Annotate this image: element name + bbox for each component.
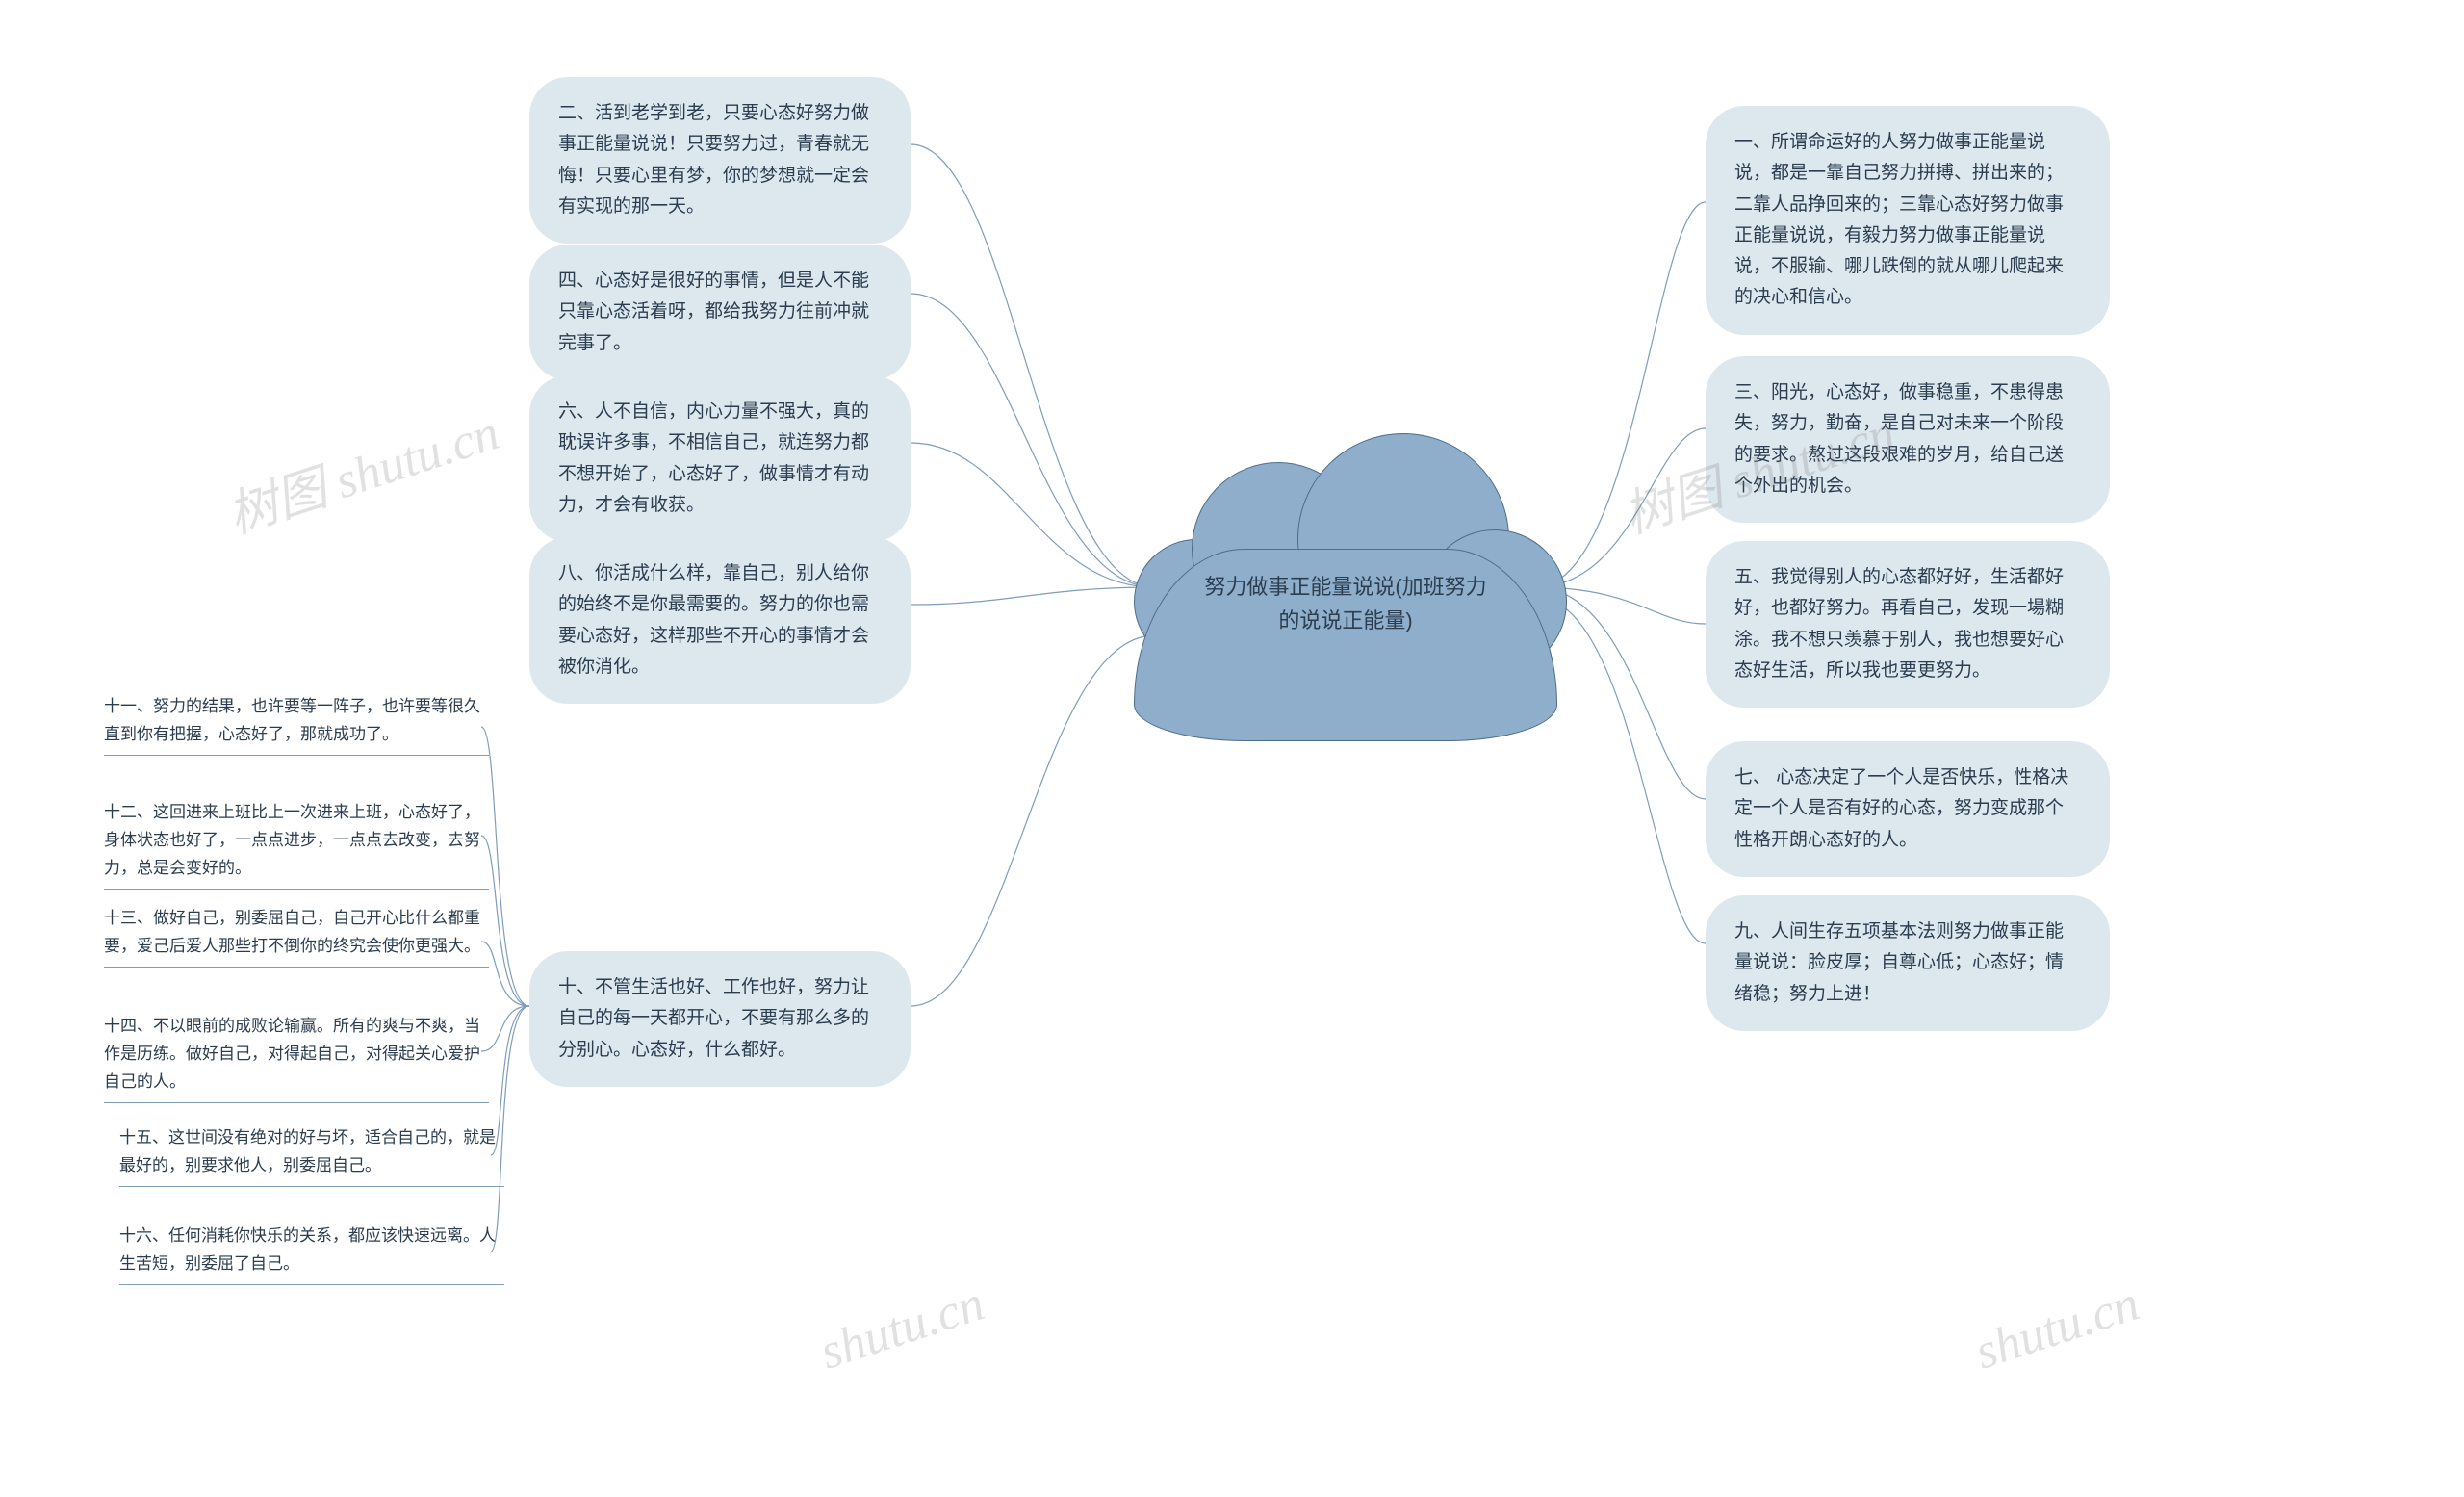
- leaf-11[interactable]: 十一、努力的结果，也许要等一阵子，也许要等很久直到你有把握，心态好了，那就成功了…: [104, 693, 489, 756]
- leaf-text: 十三、做好自己，别委屈自己，自己开心比什么都重要，爱己后爱人那些打不倒你的终究会…: [104, 905, 489, 968]
- mindmap-canvas: 努力做事正能量说说(加班努力的说说正能量) 二、活到老学到老，只要心态好努力做事…: [0, 0, 2464, 1497]
- node-text: 五、我觉得别人的心态都好好，生活都好好，也都好努力。再看自己，发现一場糊涂。我不…: [1734, 567, 2064, 681]
- leaf-14[interactable]: 十四、不以眼前的成败论输赢。所有的爽与不爽，当作是历练。做好自己，对得起自己，对…: [104, 1013, 489, 1103]
- center-label: 努力做事正能量说说(加班努力的说说正能量): [1201, 570, 1490, 637]
- node-text: 一、所谓命运好的人努力做事正能量说说，都是一靠自己努力拼搏、拼出来的；二靠人品挣…: [1734, 132, 2064, 307]
- node-7[interactable]: 七、 心态决定了一个人是否快乐，性格决定一个人是否有好的心态，努力变成那个性格开…: [1706, 741, 2110, 877]
- leaf-text: 十一、努力的结果，也许要等一阵子，也许要等很久直到你有把握，心态好了，那就成功了…: [104, 693, 489, 756]
- node-2[interactable]: 二、活到老学到老，只要心态好努力做事正能量说说！只要努力过，青春就无悔！只要心里…: [529, 77, 911, 244]
- watermark: 树图 shutu.cn: [218, 392, 507, 547]
- node-text: 六、人不自信，内心力量不强大，真的耽误许多事，不相信自己，就连努力都不想开始了，…: [558, 401, 869, 515]
- watermark: shutu.cn: [813, 1275, 990, 1381]
- watermark: shutu.cn: [1968, 1275, 2145, 1381]
- node-1[interactable]: 一、所谓命运好的人努力做事正能量说说，都是一靠自己努力拼搏、拼出来的；二靠人品挣…: [1706, 106, 2110, 335]
- node-text: 十、不管生活也好、工作也好，努力让自己的每一天都开心，不要有那么多的分别心。心态…: [558, 977, 869, 1060]
- node-text: 七、 心态决定了一个人是否快乐，性格决定一个人是否有好的心态，努力变成那个性格开…: [1734, 767, 2068, 850]
- leaf-12[interactable]: 十二、这回进来上班比上一次进来上班，心态好了，身体状态也好了，一点点进步，一点点…: [104, 799, 489, 890]
- node-text: 八、你活成什么样，靠自己，别人给你的始终不是你最需要的。努力的你也需要心态好，这…: [558, 563, 869, 677]
- node-3[interactable]: 三、阳光，心态好，做事稳重，不患得患失，努力，勤奋，是自己对未来一个阶段的要求。…: [1706, 356, 2110, 523]
- leaf-13[interactable]: 十三、做好自己，别委屈自己，自己开心比什么都重要，爱己后爱人那些打不倒你的终究会…: [104, 905, 489, 968]
- node-text: 九、人间生存五项基本法则努力做事正能量说说：脸皮厚；自尊心低；心态好；情绪稳；努…: [1734, 921, 2064, 1004]
- leaf-15[interactable]: 十五、这世间没有绝对的好与坏，适合自己的，就是最好的，别要求他人，别委屈自己。: [119, 1124, 504, 1187]
- node-4[interactable]: 四、心态好是很好的事情，但是人不能只靠心态活着呀，都给我努力往前冲就完事了。: [529, 245, 911, 380]
- leaf-16[interactable]: 十六、任何消耗你快乐的关系，都应该快速远离。人生苦短，别委屈了自己。: [119, 1223, 504, 1285]
- leaf-text: 十五、这世间没有绝对的好与坏，适合自己的，就是最好的，别要求他人，别委屈自己。: [119, 1124, 504, 1187]
- node-6[interactable]: 六、人不自信，内心力量不强大，真的耽误许多事，不相信自己，就连努力都不想开始了，…: [529, 375, 911, 542]
- leaf-text: 十二、这回进来上班比上一次进来上班，心态好了，身体状态也好了，一点点进步，一点点…: [104, 799, 489, 890]
- node-5[interactable]: 五、我觉得别人的心态都好好，生活都好好，也都好努力。再看自己，发现一場糊涂。我不…: [1706, 541, 2110, 708]
- node-9[interactable]: 九、人间生存五项基本法则努力做事正能量说说：脸皮厚；自尊心低；心态好；情绪稳；努…: [1706, 895, 2110, 1031]
- node-8[interactable]: 八、你活成什么样，靠自己，别人给你的始终不是你最需要的。努力的你也需要心态好，这…: [529, 537, 911, 704]
- leaf-text: 十六、任何消耗你快乐的关系，都应该快速远离。人生苦短，别委屈了自己。: [119, 1223, 504, 1285]
- node-text: 三、阳光，心态好，做事稳重，不患得患失，努力，勤奋，是自己对未来一个阶段的要求。…: [1734, 382, 2064, 496]
- center-node[interactable]: 努力做事正能量说说(加班努力的说说正能量): [1134, 452, 1557, 741]
- node-text: 四、心态好是很好的事情，但是人不能只靠心态活着呀，都给我努力往前冲就完事了。: [558, 271, 869, 353]
- node-text: 二、活到老学到老，只要心态好努力做事正能量说说！只要努力过，青春就无悔！只要心里…: [558, 103, 869, 217]
- node-10[interactable]: 十、不管生活也好、工作也好，努力让自己的每一天都开心，不要有那么多的分别心。心态…: [529, 951, 911, 1087]
- leaf-text: 十四、不以眼前的成败论输赢。所有的爽与不爽，当作是历练。做好自己，对得起自己，对…: [104, 1013, 489, 1103]
